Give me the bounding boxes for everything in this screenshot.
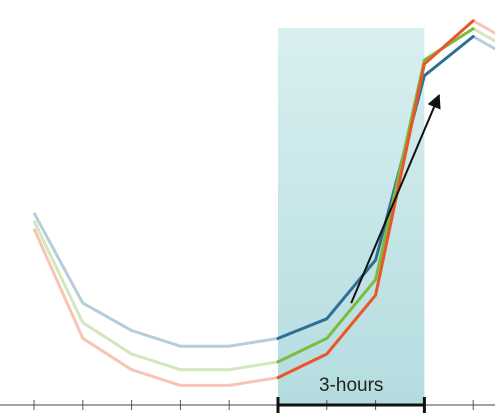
series-2-faded-left xyxy=(32,212,279,348)
series-layer xyxy=(32,19,495,387)
highlight-region-layer xyxy=(278,28,425,405)
span-label: 3-hours xyxy=(319,375,383,396)
annotation-layer: 3-hours xyxy=(276,94,441,413)
series-0-line xyxy=(276,19,475,380)
series-1-faded-right xyxy=(472,27,495,43)
trend-arrow xyxy=(350,94,441,304)
series-1-faded-left xyxy=(32,220,279,372)
highlight-region xyxy=(278,28,425,405)
series-2-faded-right xyxy=(472,35,495,51)
series-0-faded-left xyxy=(32,227,279,387)
series-0-faded-right xyxy=(472,19,495,35)
series-2-line xyxy=(276,35,475,340)
